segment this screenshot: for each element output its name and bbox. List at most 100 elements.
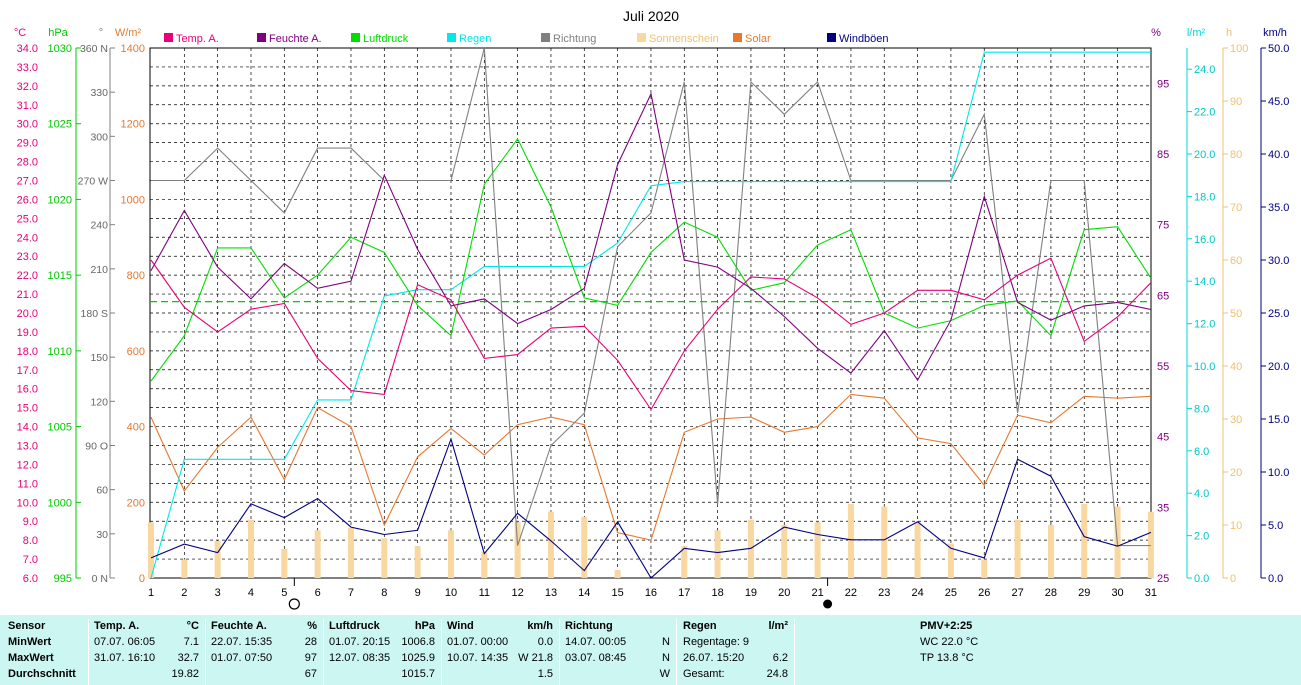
legend-label: Temp. A. (176, 33, 219, 45)
legend-swatch (164, 33, 173, 42)
temp-axis-tick: 28.0 (17, 157, 38, 169)
stats-temp-max-value: 32.7 (177, 652, 199, 664)
humidity-axis-tick: 25 (1157, 573, 1169, 585)
sunshine-bar (281, 548, 288, 578)
unit-header-right: % (1151, 27, 1161, 39)
temp-axis-tick: 22.0 (17, 270, 38, 282)
series-line-windböen (150, 437, 1152, 579)
legend-swatch (827, 33, 836, 42)
stats-separator (794, 619, 795, 685)
x-axis-tick: 24 (911, 587, 923, 599)
sunshine-bar (1147, 511, 1154, 578)
unit-header-left: °C (14, 27, 26, 39)
x-axis-tick: 2 (181, 587, 187, 599)
solar-axis-tick: 600 (127, 346, 145, 358)
stats-row-max: MaxWert (8, 652, 54, 664)
x-axis-tick: 21 (811, 587, 823, 599)
sunshine-bar (981, 559, 988, 578)
legend-swatch (351, 33, 360, 42)
sun-axis-tick: 20 (1230, 467, 1242, 479)
right-axes: 95 85 75 65 55 45 35 25 24.0 22.0 20.0 18.0 16.0 14.0… (1157, 43, 1289, 585)
stats-wind-min-time: 01.07. 00:00 (447, 636, 509, 648)
sunshine-bar (581, 517, 588, 578)
rain-axis-tick: 12.0 (1194, 319, 1215, 331)
solar-axis-tick: 1200 (121, 119, 145, 131)
stats-wind-max-value: W 21.8 (518, 652, 553, 664)
stats-pressure-title: Luftdruck (329, 620, 380, 632)
stats-wind-min-value: 0.0 (537, 636, 553, 648)
x-axis-tick: 14 (578, 587, 590, 599)
x-axis-tick: 7 (348, 587, 354, 599)
stats-humidity-title: Feuchte A. (211, 620, 267, 632)
x-axis-tick: 30 (1111, 587, 1123, 599)
stats-separator (441, 619, 442, 685)
temp-axis-tick: 23.0 (17, 251, 38, 263)
temp-axis-tick: 20.0 (17, 308, 38, 320)
stats-separator (323, 619, 324, 685)
full-moon-icon (288, 598, 300, 610)
direction-axis-tick: 270 W (78, 176, 108, 188)
unit-header-right: km/h (1263, 27, 1287, 39)
unit-header-right: h (1226, 27, 1232, 39)
x-axis-tick: 23 (878, 587, 890, 599)
temp-axis-tick: 13.0 (17, 441, 38, 453)
pressure-axis-tick: 1010 (48, 346, 72, 358)
stats-humidity-unit: % (307, 620, 317, 632)
x-axis-tick: 27 (1011, 587, 1023, 599)
x-axis-tick: 25 (945, 587, 957, 599)
legend-swatch (733, 33, 742, 42)
stats-direction-max-time: 03.07. 08:45 (565, 652, 627, 664)
stats-temp-min-value: 7.1 (183, 636, 199, 648)
wind-axis-tick: 35.0 (1268, 202, 1289, 214)
temp-axis-tick: 24.0 (17, 232, 38, 244)
temp-axis-tick: 10.0 (17, 497, 38, 509)
rain-axis-tick: 22.0 (1194, 107, 1215, 119)
left-axes: 34.0 33.0 32.0 31.0 30.0 29.0 28.0 27.0 26.0 25.0… (17, 43, 145, 585)
sunshine-bar (747, 519, 754, 578)
solar-axis-tick: 800 (127, 270, 145, 282)
temp-axis-tick: 25.0 (17, 213, 38, 225)
direction-axis-tick: 180 S (81, 308, 108, 320)
pressure-axis-tick: 1000 (48, 497, 72, 509)
sunshine-bar (881, 506, 888, 578)
weather-chart: Juli 2020 °C hPa ° W/m²% l/m² h km/h Temp. A. F… (14, 8, 1289, 610)
x-axis-tick: 20 (778, 587, 790, 599)
stats-row-avg: Durchschnitt (8, 668, 76, 680)
wind-axis-tick: 25.0 (1268, 308, 1289, 320)
stats-temp-column: Temp. A. °C 07.07. 06:05 7.1 31.07. 16:1… (89, 615, 205, 685)
new-moon-icon (823, 599, 833, 609)
temp-axis-tick: 14.0 (17, 422, 38, 434)
sunshine-bar (1047, 525, 1054, 578)
stats-wind-max-time: 10.07. 14:35 (447, 652, 509, 664)
chart-legend: Temp. A. Feuchte A. Luftdruck Regen Richtung… (164, 33, 889, 45)
sunshine-bar (447, 530, 454, 578)
legend-swatch (541, 33, 550, 42)
stats-humidity-min-value: 28 (304, 636, 317, 648)
legend-label: Luftdruck (363, 33, 409, 45)
wind-axis-tick: 45.0 (1268, 96, 1289, 108)
humidity-axis-tick: 85 (1157, 149, 1169, 161)
stats-pmv-title: PMV+2:25 (920, 620, 973, 632)
legend-label: Solar (745, 33, 771, 45)
sunshine-bar (514, 522, 521, 578)
temp-axis-tick: 27.0 (17, 176, 38, 188)
stats-temp-average: 19.82 (171, 668, 199, 680)
stats-wind-unit: km/h (527, 620, 553, 632)
stats-direction-min-value: N (662, 636, 670, 648)
x-axis-tick: 13 (545, 587, 557, 599)
stats-humidity-column: Feuchte A. % 22.07. 15:35 28 01.07. 07:5… (206, 615, 323, 685)
wind-axis-tick: 30.0 (1268, 255, 1289, 267)
wind-axis-tick: 20.0 (1268, 361, 1289, 373)
moon-phases (288, 578, 833, 610)
sun-axis-tick: 50 (1230, 308, 1242, 320)
stats-direction-average: W (659, 668, 670, 680)
rain-axis-tick: 4.0 (1194, 488, 1209, 500)
stats-pressure-unit: hPa (414, 620, 435, 632)
sunshine-bar (314, 530, 321, 578)
stats-pressure-min-time: 01.07. 20:15 (329, 636, 391, 648)
sunshine-bar (381, 538, 388, 578)
wind-axis-tick: 0.0 (1268, 573, 1283, 585)
humidity-axis-tick: 95 (1157, 78, 1169, 90)
sun-axis-tick: 90 (1230, 96, 1242, 108)
x-axis-tick: 4 (248, 587, 254, 599)
